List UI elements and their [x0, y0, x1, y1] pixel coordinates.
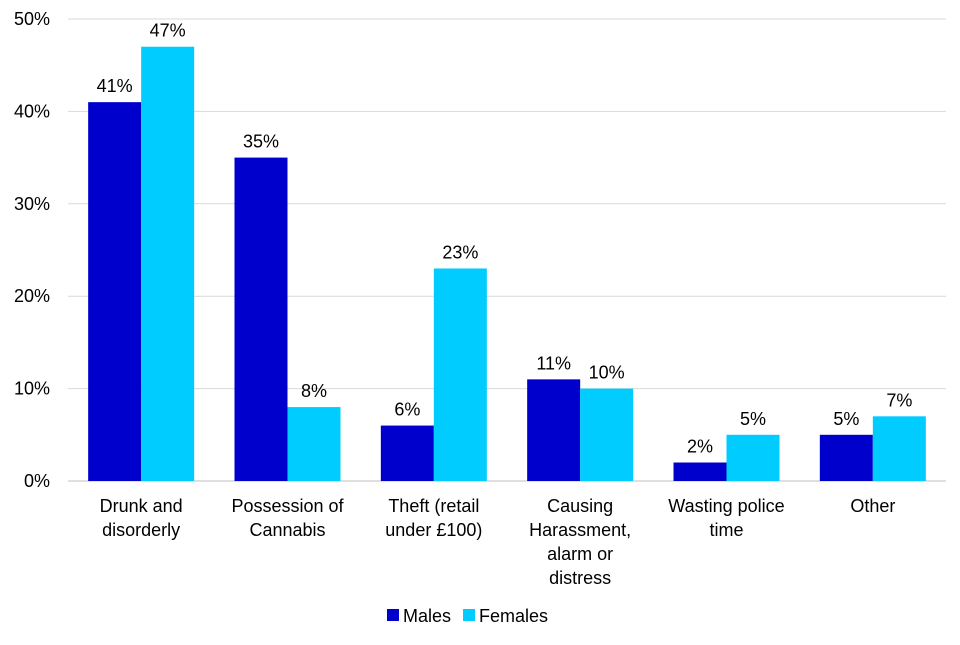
bar-females	[726, 434, 780, 481]
x-tick-label: Wasting police	[668, 496, 784, 516]
y-tick-label: 10%	[14, 379, 50, 399]
y-tick-label: 20%	[14, 286, 50, 306]
x-tick-label: alarm or	[547, 544, 613, 564]
x-tick-label: disorderly	[102, 520, 180, 540]
legend-swatch-males	[387, 609, 399, 621]
data-label: 7%	[886, 390, 912, 410]
x-tick-label: under £100)	[385, 520, 482, 540]
data-label: 6%	[394, 400, 420, 420]
data-label: 8%	[301, 381, 327, 401]
x-tick-label: Harassment,	[529, 520, 631, 540]
data-label: 35%	[243, 132, 279, 152]
x-tick-label: Cannabis	[249, 520, 325, 540]
data-label: 41%	[97, 76, 133, 96]
bar-males	[380, 425, 434, 481]
y-tick-label: 30%	[14, 194, 50, 214]
y-tick-label: 50%	[14, 9, 50, 29]
data-label: 5%	[740, 409, 766, 429]
x-tick-label: Theft (retail	[388, 496, 479, 516]
x-tick-label: Possession of	[231, 496, 344, 516]
x-tick-label: Other	[850, 496, 895, 516]
bar-males	[234, 157, 288, 481]
y-tick-label: 0%	[24, 471, 50, 491]
bar-males	[527, 379, 581, 481]
data-label: 2%	[687, 437, 713, 457]
legend-label-females: Females	[479, 606, 548, 626]
bar-males	[673, 462, 727, 481]
data-label: 23%	[442, 242, 478, 262]
data-label: 10%	[589, 363, 625, 383]
bar-females	[287, 407, 341, 481]
y-tick-label: 40%	[14, 101, 50, 121]
data-label: 47%	[150, 21, 186, 41]
data-label: 11%	[536, 353, 571, 373]
legend-label-males: Males	[403, 606, 451, 626]
x-tick-label: time	[709, 520, 743, 540]
data-label: 5%	[833, 409, 859, 429]
bar-males	[88, 102, 142, 481]
legend-swatch-females	[463, 609, 476, 621]
bar-females	[433, 268, 487, 481]
x-tick-label: distress	[549, 568, 611, 588]
bar-females	[580, 388, 634, 481]
bar-males	[819, 434, 873, 481]
bar-females	[872, 416, 926, 481]
x-tick-label: Causing	[547, 496, 613, 516]
x-tick-label: Drunk and	[100, 496, 183, 516]
bar-females	[141, 46, 195, 481]
